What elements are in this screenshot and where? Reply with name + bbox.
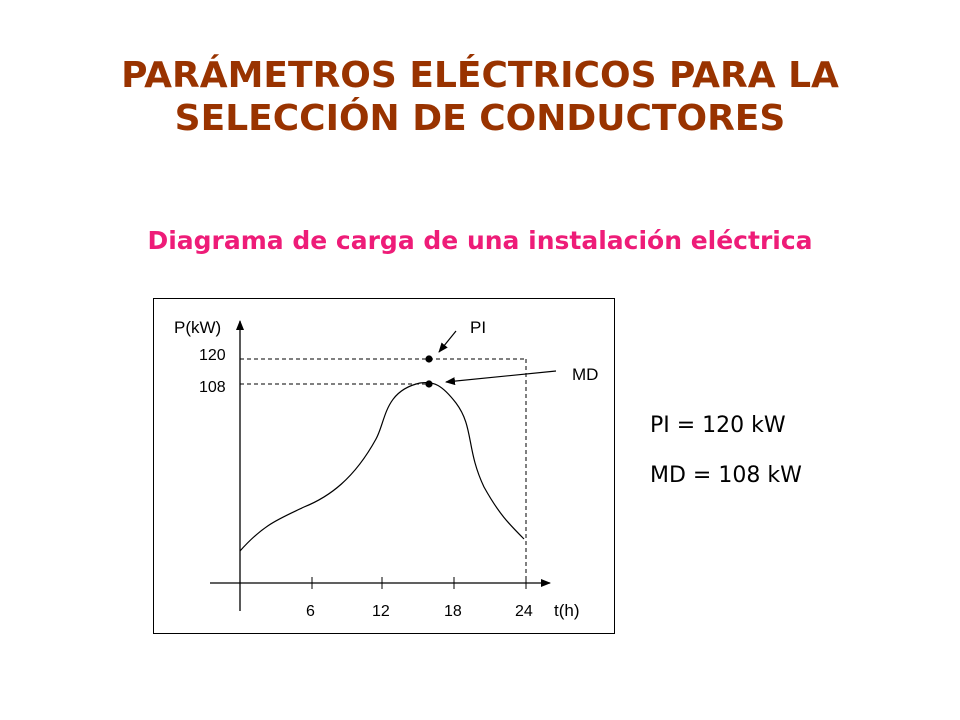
slide-title: PARÁMETROS ELÉCTRICOS PARA LA SELECCIÓN … bbox=[0, 54, 960, 140]
title-line-1: PARÁMETROS ELÉCTRICOS PARA LA bbox=[121, 55, 839, 96]
title-line-2: SELECCIÓN DE CONDUCTORES bbox=[174, 98, 786, 139]
x-tick-label-12: 12 bbox=[372, 603, 390, 620]
x-tick-label-24: 24 bbox=[515, 603, 533, 620]
load-curve bbox=[239, 381, 525, 552]
diagram-subtitle: Diagrama de carga de una instalación elé… bbox=[147, 226, 813, 255]
peak-value-text: PI = 120 kW bbox=[650, 413, 786, 438]
x-axis-label: t(h) bbox=[554, 601, 580, 620]
max-demand-value-text: MD = 108 kW bbox=[650, 463, 802, 488]
y-tick-120: 120 bbox=[199, 347, 226, 364]
max-demand-label: MD bbox=[572, 365, 598, 384]
max-demand-point bbox=[425, 380, 433, 388]
load-diagram: P(kW) t(h) 120 108 6 12 18 24 PI MD bbox=[174, 318, 598, 620]
y-axis-label: P(kW) bbox=[174, 318, 221, 337]
y-tick-108: 108 bbox=[199, 379, 226, 396]
load-diagram-figure: P(kW) t(h) 120 108 6 12 18 24 PI MD bbox=[153, 298, 615, 634]
x-tick-label-6: 6 bbox=[306, 603, 315, 620]
max-demand-callout-arrow bbox=[445, 370, 557, 386]
peak-callout-arrow bbox=[438, 330, 457, 353]
peak-point bbox=[425, 355, 433, 363]
x-tick-label-18: 18 bbox=[444, 603, 462, 620]
peak-label: PI bbox=[470, 318, 486, 337]
parameters-summary: PI = 120 kW MD = 108 kW bbox=[650, 405, 802, 505]
